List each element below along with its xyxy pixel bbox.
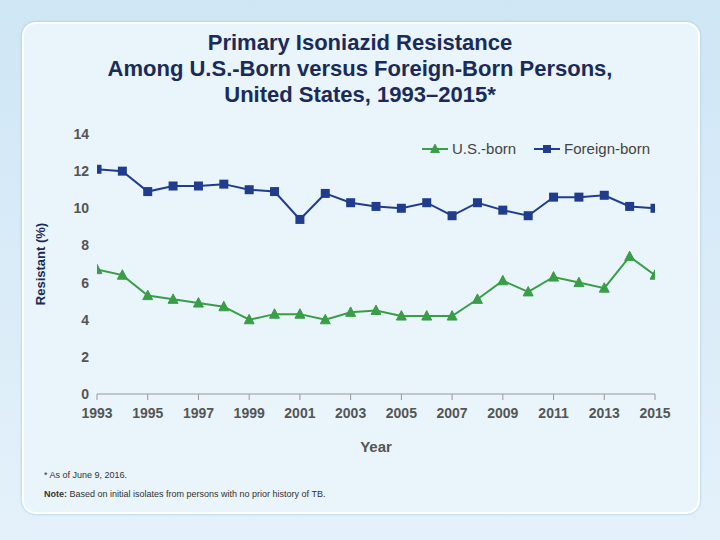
svg-text:Year: Year [360,438,392,455]
svg-text:6: 6 [81,275,89,291]
svg-text:2011: 2011 [538,405,569,421]
svg-text:2003: 2003 [335,405,366,421]
html-text:Primary Isoniazid Resistance A: Primary Isoniazid Resistance Among U.S.-… [107,30,613,107]
svg-text:2013: 2013 [589,405,620,421]
svg-text:8: 8 [81,237,89,253]
svg-text:12: 12 [73,163,89,179]
svg-text:1993: 1993 [81,405,112,421]
svg-text:4: 4 [81,312,89,328]
html-text:U.S.-born: U.S.-born [451,140,517,157]
svg-text:2: 2 [81,349,89,365]
html-text:* As of June 9, 2016.: * As of June 9, 2016. [44,470,128,480]
html-text:Foreign-born: Foreign-born [564,140,650,157]
svg-text:2001: 2001 [284,405,315,421]
svg-text:0: 0 [81,386,89,402]
svg-text:2009: 2009 [487,405,518,421]
svg-text:2015: 2015 [639,405,670,421]
svg-text:2007: 2007 [437,405,468,421]
svg-text:Resistant (%): Resistant (%) [33,223,48,305]
svg-text:14: 14 [73,126,89,142]
svg-text:1995: 1995 [132,405,163,421]
svg-text:1997: 1997 [183,405,214,421]
html-text:Note: Based on initial isolate: Note: Based on initial isolates from per… [44,489,326,499]
svg-text:2005: 2005 [386,405,417,421]
svg-text:10: 10 [73,200,89,216]
svg-text:1999: 1999 [234,405,265,421]
